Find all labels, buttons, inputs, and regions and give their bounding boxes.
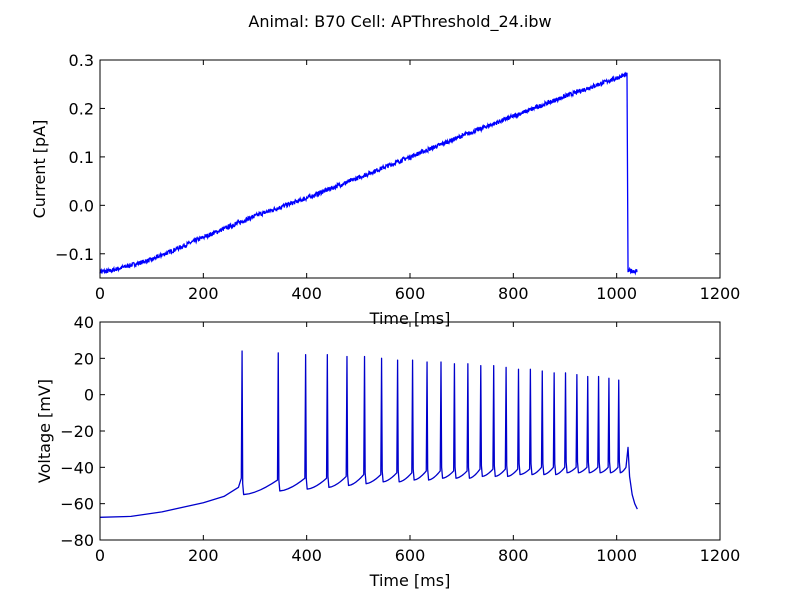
y-tick-label: 0.2 — [69, 99, 94, 118]
voltage-y-ticks: −80 −60 −40 −20 0 20 40 — [60, 313, 720, 550]
current-trace — [99, 71, 638, 276]
voltage-trace — [99, 350, 638, 518]
y-tick-label: 0.3 — [69, 51, 94, 70]
current-x-ticks: 0 200 400 600 800 1000 1200 — [95, 60, 740, 303]
voltage-y-axis-label: Voltage [mV] — [35, 379, 54, 483]
voltage-x-axis-label: Time [ms] — [369, 571, 451, 590]
y-tick-label: 40 — [74, 313, 94, 332]
current-x-axis-label: Time [ms] — [369, 309, 451, 328]
x-tick-label: 800 — [498, 546, 529, 565]
voltage-axes: 0 200 400 600 800 1000 1200 −80−60−40−2002040 … — [35, 313, 740, 590]
voltage-series-line — [99, 350, 638, 518]
voltage-axes-frame — [99, 321, 721, 541]
x-tick-label: 1000 — [596, 284, 637, 303]
y-tick-label: −40 — [60, 458, 94, 477]
current-series-line — [99, 71, 638, 276]
current-y-axis-label: Current [pA] — [30, 120, 49, 219]
x-tick-label: 600 — [395, 284, 426, 303]
x-tick-label: 1200 — [700, 284, 741, 303]
y-tick-label: 20 — [74, 349, 94, 368]
x-tick-label: 400 — [291, 546, 322, 565]
y-tick-label: −80 — [60, 531, 94, 550]
y-tick-label: 0.1 — [69, 148, 94, 167]
x-tick-label: 1000 — [596, 546, 637, 565]
figure-title: Animal: B70 Cell: APThreshold_24.ibw — [248, 12, 551, 32]
x-tick-label: 400 — [291, 284, 322, 303]
current-y-ticks: −0.1 0.0 0.1 0.2 0.3 — [55, 51, 720, 264]
x-tick-label: 200 — [188, 284, 219, 303]
y-tick-label: −20 — [60, 422, 94, 441]
x-tick-label: 600 — [395, 546, 426, 565]
y-tick-label: −60 — [60, 495, 94, 514]
voltage-x-ticks: 0 200 400 600 800 1000 1200 — [95, 322, 740, 565]
x-tick-label: 0 — [95, 546, 105, 565]
current-axes: 0 200 400 600 800 1000 1200 −0.1 0.0 0.1 0.2 0.3 T… — [30, 51, 740, 328]
x-tick-label: 0 — [95, 284, 105, 303]
x-tick-label: 200 — [188, 546, 219, 565]
y-tick-label: −0.1 — [55, 245, 94, 264]
y-tick-label: 0 — [84, 386, 94, 405]
x-tick-label: 1200 — [700, 546, 741, 565]
x-tick-label: 800 — [498, 284, 529, 303]
y-tick-label: 0.0 — [69, 196, 94, 215]
